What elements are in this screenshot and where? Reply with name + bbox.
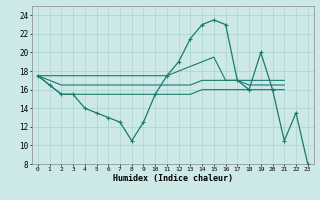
X-axis label: Humidex (Indice chaleur): Humidex (Indice chaleur) xyxy=(113,174,233,183)
